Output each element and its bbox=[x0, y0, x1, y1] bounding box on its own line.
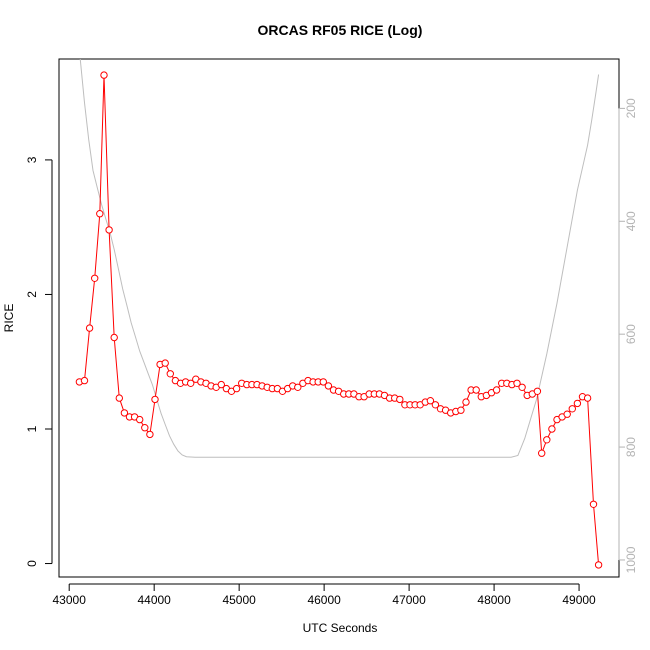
series-layer bbox=[75, 59, 603, 569]
x-tick-label: 45000 bbox=[222, 593, 256, 607]
rice-point bbox=[538, 449, 546, 457]
right-tick-label: 800 bbox=[624, 437, 638, 457]
rice-point bbox=[146, 430, 154, 439]
rice-point bbox=[115, 394, 124, 402]
rice-point bbox=[232, 384, 241, 393]
rice-point bbox=[518, 383, 526, 391]
y-tick-label: 2 bbox=[25, 291, 39, 298]
rice-point bbox=[80, 376, 89, 385]
rice-point bbox=[563, 410, 571, 418]
x-axis: 43000 44000 45000 46000 47000 48000 49000 bbox=[53, 583, 596, 607]
rice-point bbox=[492, 386, 501, 394]
rice-point bbox=[110, 333, 118, 342]
right-tick-label: 400 bbox=[624, 211, 638, 231]
rice-point bbox=[513, 379, 521, 387]
rice-point bbox=[426, 397, 435, 405]
rice-point bbox=[568, 405, 576, 413]
rice-point bbox=[457, 406, 465, 414]
rice-point bbox=[396, 395, 404, 404]
rice-point bbox=[141, 424, 149, 432]
y-tick-label: 0 bbox=[25, 560, 39, 567]
rice-point bbox=[91, 274, 99, 282]
x-tick-label: 43000 bbox=[53, 593, 87, 607]
rice-point bbox=[294, 383, 302, 391]
x-tick-label: 46000 bbox=[307, 593, 341, 607]
x-tick-label: 44000 bbox=[137, 593, 171, 607]
rice-point bbox=[166, 370, 175, 378]
rice-point bbox=[151, 395, 159, 404]
x-tick-label: 48000 bbox=[477, 593, 511, 607]
right-tick-label: 1000 bbox=[624, 546, 638, 573]
x-tick-label: 49000 bbox=[562, 593, 596, 607]
rice-point bbox=[85, 324, 94, 332]
y-axis: 0 1 2 3 bbox=[25, 156, 53, 567]
rice-point bbox=[217, 380, 226, 389]
rice-point bbox=[589, 500, 598, 508]
rice-point bbox=[431, 401, 440, 409]
rice-point bbox=[324, 382, 333, 390]
rice-point bbox=[543, 436, 551, 444]
rice-point bbox=[96, 210, 104, 218]
rice-point bbox=[136, 415, 144, 424]
rice-point bbox=[100, 71, 108, 79]
rice-point bbox=[319, 378, 327, 386]
rice-point bbox=[120, 409, 129, 417]
right-axis: 200 400 600 800 1000 bbox=[618, 98, 638, 573]
x-axis-label: UTC Seconds bbox=[303, 621, 378, 635]
right-tick-label: 600 bbox=[624, 324, 638, 344]
right-tick-label: 200 bbox=[624, 98, 638, 118]
rice-point bbox=[583, 394, 592, 402]
y-tick-label: 3 bbox=[25, 156, 39, 163]
x-tick-label: 47000 bbox=[392, 593, 426, 607]
rice-point bbox=[472, 386, 480, 394]
rice-point bbox=[105, 226, 113, 234]
rice-point bbox=[187, 379, 195, 387]
pressure-line bbox=[79, 59, 600, 458]
chart-title: ORCAS RF05 RICE (Log) bbox=[258, 22, 423, 38]
rice-point bbox=[573, 399, 582, 408]
rice-point bbox=[594, 561, 603, 569]
rice-point bbox=[462, 398, 470, 406]
y-axis-label: RICE bbox=[2, 304, 16, 333]
rice-point bbox=[533, 387, 542, 395]
rice-point bbox=[161, 359, 169, 367]
y-tick-label: 1 bbox=[25, 425, 39, 432]
rice-point bbox=[548, 425, 556, 433]
